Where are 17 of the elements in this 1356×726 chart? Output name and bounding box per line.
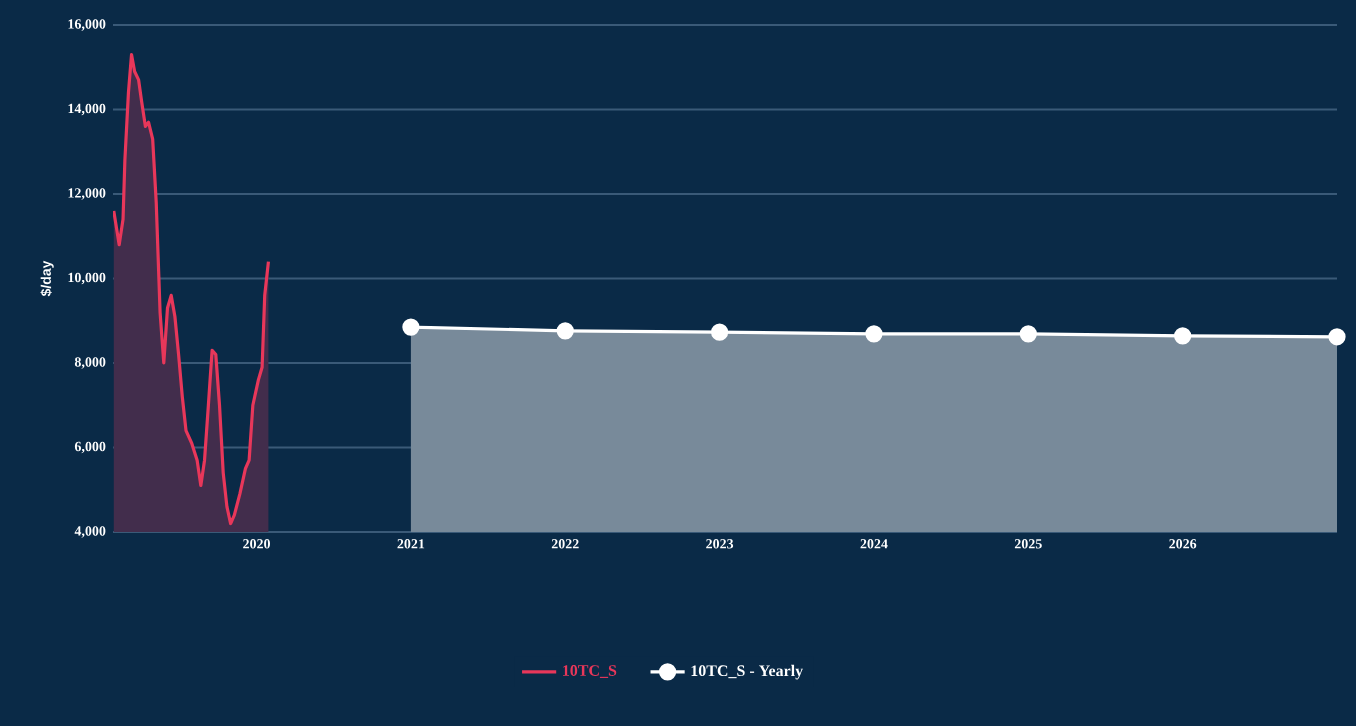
x-tick-label: 2021 [397,539,425,549]
legend-label: 10TC_S - Yearly [691,664,803,680]
y-tick-label: 4,000 [74,526,106,538]
y-tick-label: 14,000 [68,103,106,116]
x-tick-label: 2022 [551,539,579,549]
x-tick-label: 2026 [1169,539,1197,549]
legend-label: 10TC_S [563,665,617,678]
y-tick-label: 10,000 [68,272,106,285]
y-tick-label: 16,000 [68,19,106,31]
y-tick-label: 8,000 [74,357,106,369]
x-tick-label: 2020 [243,539,271,549]
y-tick-label: 6,000 [74,441,106,454]
y-axis-title: $/day [40,260,54,297]
x-tick-label: 2023 [706,539,734,549]
y-tick-label: 12,000 [68,188,106,200]
x-tick-label: 2025 [1014,539,1042,549]
x-tick-label: 2024 [860,539,888,549]
